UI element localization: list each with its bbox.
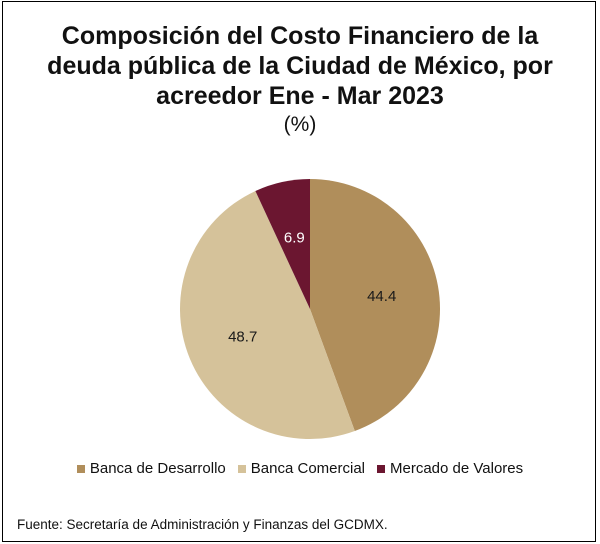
legend-swatch [76, 464, 85, 473]
chart-title-line-1: Composición del Costo Financiero de la [61, 22, 539, 50]
pie-slice-banca-de-desarrollo [310, 178, 441, 432]
legend-swatch [237, 464, 246, 473]
legend-label: Mercado de Valores [390, 460, 524, 477]
chart-title-line-2: deuda pública de la Ciudad de México, po… [47, 52, 553, 80]
chart-title: Composición del Costo Financiero de la d… [0, 21, 600, 111]
legend-item-banca-comercial: Banca Comercial [237, 460, 365, 477]
pie-slice-banca-comercial [180, 191, 355, 440]
source-note: Fuente: Secretaría de Administración y F… [17, 517, 388, 532]
legend-item-banca-de-desarrollo: Banca de Desarrollo [76, 460, 226, 477]
data-label: 6.9 [284, 229, 305, 246]
chart-title-line-3: acreedor Ene - Mar 2023 [156, 82, 444, 110]
chart-subtitle: (%) [283, 113, 317, 136]
legend-label: Banca de Desarrollo [89, 460, 226, 477]
legend-label: Banca Comercial [250, 460, 365, 477]
pie-slice-mercado-de-valores [255, 179, 310, 309]
legend-item-mercado-de-valores: Mercado de Valores [377, 460, 523, 477]
legend-swatch [377, 464, 385, 473]
chart-legend: Banca de Desarrollo Banca Comercial Merc… [0, 460, 600, 477]
data-label: 44.4 [367, 288, 396, 305]
data-label: 48.7 [228, 328, 257, 345]
